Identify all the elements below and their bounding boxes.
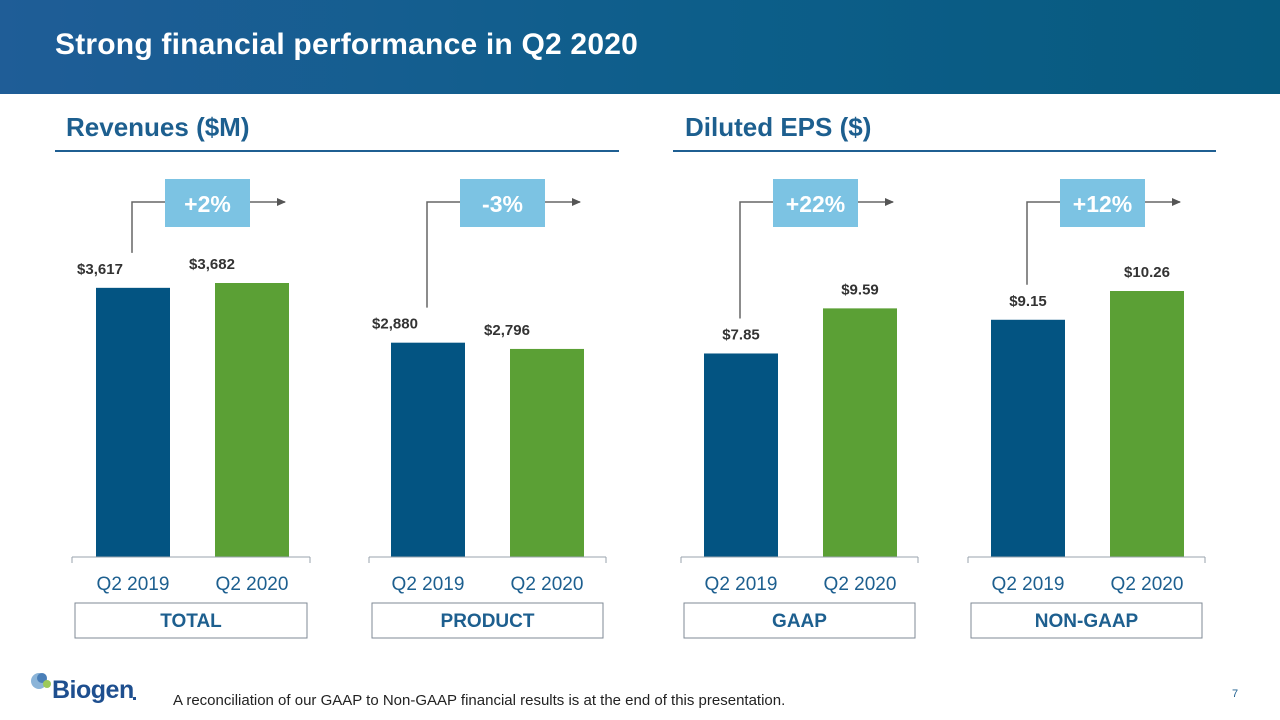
- product-change-connector: [426, 201, 460, 308]
- non-gaap-bar-q2-2019: [991, 319, 1065, 557]
- total-change-connector: [131, 201, 165, 253]
- product-bar-q2-2019: [391, 342, 465, 557]
- non-gaap-value-label: $9.15: [1009, 293, 1047, 310]
- gaap-bar-q2-2019: [704, 353, 778, 557]
- product-group-box: [371, 602, 604, 639]
- non-gaap-group-label: NON-GAAP: [1035, 611, 1139, 632]
- total-value-label: $3,617: [77, 261, 123, 278]
- non-gaap-change-label: +12%: [1073, 191, 1132, 217]
- product-bar-q2-2020: [510, 348, 584, 557]
- gaap-value-label: $9.59: [841, 281, 879, 298]
- logo-text: Biogen: [52, 676, 134, 704]
- product-change-box: [460, 179, 545, 227]
- non-gaap-group-box: [970, 602, 1203, 639]
- revenues-section-rule: [55, 150, 619, 152]
- gaap-category-label: Q2 2020: [824, 574, 897, 595]
- revenues-section-title: Revenues ($M): [66, 112, 250, 142]
- total-category-label: Q2 2019: [97, 574, 170, 595]
- header-banner: Strong financial performance in Q2 2020: [0, 0, 1280, 94]
- product-category-label: Q2 2019: [392, 574, 465, 595]
- total-bar-q2-2020: [215, 283, 289, 557]
- logo-mark-icon: [31, 673, 51, 689]
- total-category-label: Q2 2020: [216, 574, 289, 595]
- eps-section-rule: [673, 150, 1216, 152]
- total-group-box: [74, 602, 308, 639]
- product-group-label: PRODUCT: [441, 611, 535, 632]
- non-gaap-category-label: Q2 2020: [1111, 574, 1184, 595]
- footnote: A reconciliation of our GAAP to Non-GAAP…: [173, 692, 786, 709]
- product-change-label: -3%: [482, 191, 523, 217]
- gaap-group-box: [683, 602, 916, 639]
- total-change-box: [165, 179, 250, 227]
- page-number: 7: [1232, 688, 1239, 700]
- product-value-label: $2,796: [484, 322, 530, 339]
- logo-dot: [133, 697, 136, 700]
- eps-section-title: Diluted EPS ($): [685, 112, 872, 142]
- gaap-value-label: $7.85: [722, 326, 760, 343]
- total-value-label: $3,682: [189, 256, 235, 273]
- gaap-change-label: +22%: [786, 191, 845, 217]
- total-group-label: TOTAL: [160, 611, 222, 632]
- product-category-label: Q2 2020: [511, 574, 584, 595]
- non-gaap-change-connector: [1026, 201, 1060, 285]
- biogen-logo: Biogen: [30, 668, 150, 708]
- product-value-label: $2,880: [372, 316, 418, 333]
- non-gaap-change-box: [1060, 179, 1145, 227]
- non-gaap-category-label: Q2 2019: [992, 574, 1065, 595]
- total-bar-q2-2019: [96, 287, 170, 557]
- gaap-change-box: [773, 179, 858, 227]
- gaap-category-label: Q2 2019: [705, 574, 778, 595]
- gaap-change-connector: [739, 201, 773, 319]
- page-title: Strong financial performance in Q2 2020: [55, 28, 638, 61]
- non-gaap-value-label: $10.26: [1124, 264, 1170, 281]
- gaap-bar-q2-2020: [823, 308, 897, 557]
- gaap-group-label: GAAP: [772, 611, 827, 632]
- total-change-label: +2%: [184, 191, 231, 217]
- non-gaap-bar-q2-2020: [1110, 291, 1184, 557]
